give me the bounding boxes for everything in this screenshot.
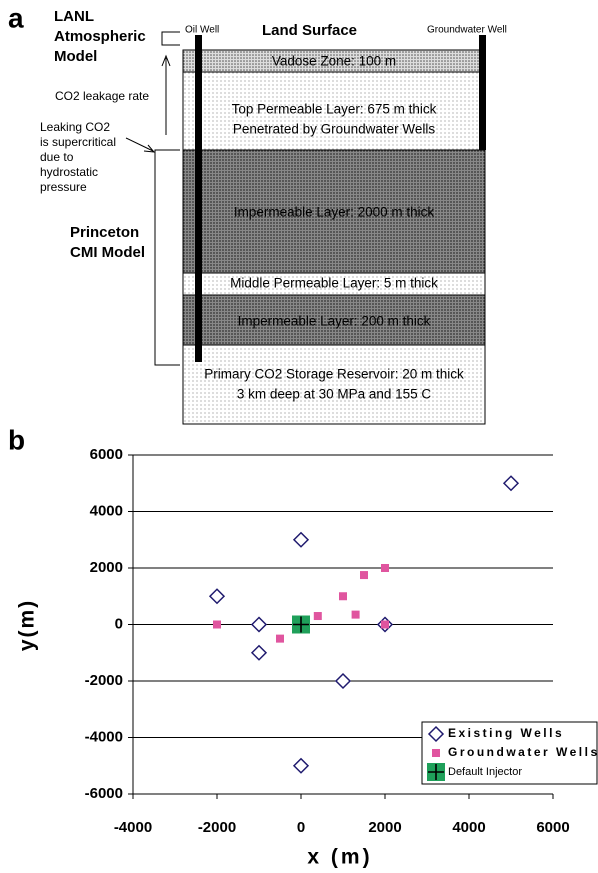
legend-label: Default Injector	[448, 766, 522, 778]
point	[381, 620, 389, 629]
lanl-label: Atmospheric	[54, 28, 146, 45]
layer-label: Penetrated by Groundwater Wells	[233, 122, 436, 137]
leaking-label: is supercritical	[40, 135, 116, 149]
y-tick-label: 2000	[90, 559, 123, 576]
x-tick-label: 0	[297, 819, 305, 836]
lanl-label: LANL	[54, 8, 94, 25]
marker-cross	[293, 616, 309, 633]
x-tick-label: 2000	[368, 819, 401, 836]
leaking-label: due to	[40, 150, 74, 164]
princeton-label: CMI Model	[70, 244, 145, 261]
panel-label: a	[8, 2, 24, 33]
point	[339, 592, 347, 601]
point	[334, 672, 352, 690]
y-tick-label: 4000	[90, 502, 123, 519]
point	[250, 644, 268, 661]
point	[213, 620, 221, 629]
groundwater-well	[479, 35, 486, 150]
y-tick-label: 6000	[90, 446, 123, 463]
lanl-label: Model	[54, 48, 97, 65]
point	[360, 571, 368, 580]
layer-label: Impermeable Layer: 200 m thick	[238, 314, 431, 329]
oil-well-label: Oil Well	[185, 25, 219, 36]
point	[427, 763, 445, 781]
layer-label: 3 km deep at 30 MPa and 155 C	[237, 387, 432, 402]
point	[292, 615, 310, 634]
point	[292, 757, 310, 774]
panel-label: b	[8, 424, 25, 455]
layer-label: Impermeable Layer: 2000 m thick	[234, 205, 435, 220]
marker-cross	[428, 764, 444, 780]
y-axis-label: y(m)	[16, 599, 39, 651]
arrow	[161, 54, 171, 135]
y-tick-label: -6000	[85, 785, 123, 802]
layer-label: Primary CO2 Storage Reservoir: 20 m thic…	[204, 367, 464, 382]
layer-label: Top Permeable Layer: 675 m thick	[232, 102, 437, 117]
land-surface: Land Surface	[262, 22, 357, 39]
point	[427, 725, 445, 743]
leaking-label: hydrostatic	[40, 165, 98, 179]
leakage-label: CO2 leakage rate	[55, 89, 149, 103]
y-tick-label: 0	[115, 615, 123, 632]
x-tick-label: -2000	[198, 819, 236, 836]
point	[432, 749, 440, 757]
y-tick-label: -4000	[85, 728, 123, 745]
princeton-label: Princeton	[70, 224, 139, 241]
point	[313, 612, 322, 621]
point	[276, 634, 284, 643]
point	[351, 610, 360, 619]
groundwater-well-label: Groundwater Well	[427, 25, 507, 36]
leaking-label: Leaking CO2	[40, 120, 110, 134]
point	[208, 588, 226, 605]
point	[502, 475, 520, 492]
x-axis-label: x (m)	[307, 846, 372, 869]
legend-label: Groundwater Wells	[448, 745, 598, 759]
bracket	[154, 149, 180, 366]
point	[381, 564, 389, 572]
layer-label: Middle Permeable Layer: 5 m thick	[230, 276, 438, 291]
arrow	[125, 137, 156, 153]
x-tick-label: -4000	[114, 819, 152, 836]
oil-well	[195, 35, 202, 362]
bracket	[161, 31, 180, 46]
point	[250, 616, 268, 633]
legend: Existing Wells Groundwater Wells Default I…	[421, 721, 598, 785]
legend-label: Existing Wells	[448, 726, 564, 740]
legend-box	[421, 721, 598, 785]
x-tick-label: 6000	[536, 819, 569, 836]
leaking-label: pressure	[40, 180, 87, 194]
point	[292, 531, 310, 548]
strata	[182, 49, 486, 425]
layer-label: Vadose Zone: 100 m	[272, 54, 396, 69]
y-tick-label: -2000	[85, 672, 123, 689]
x-tick-label: 4000	[452, 819, 485, 836]
